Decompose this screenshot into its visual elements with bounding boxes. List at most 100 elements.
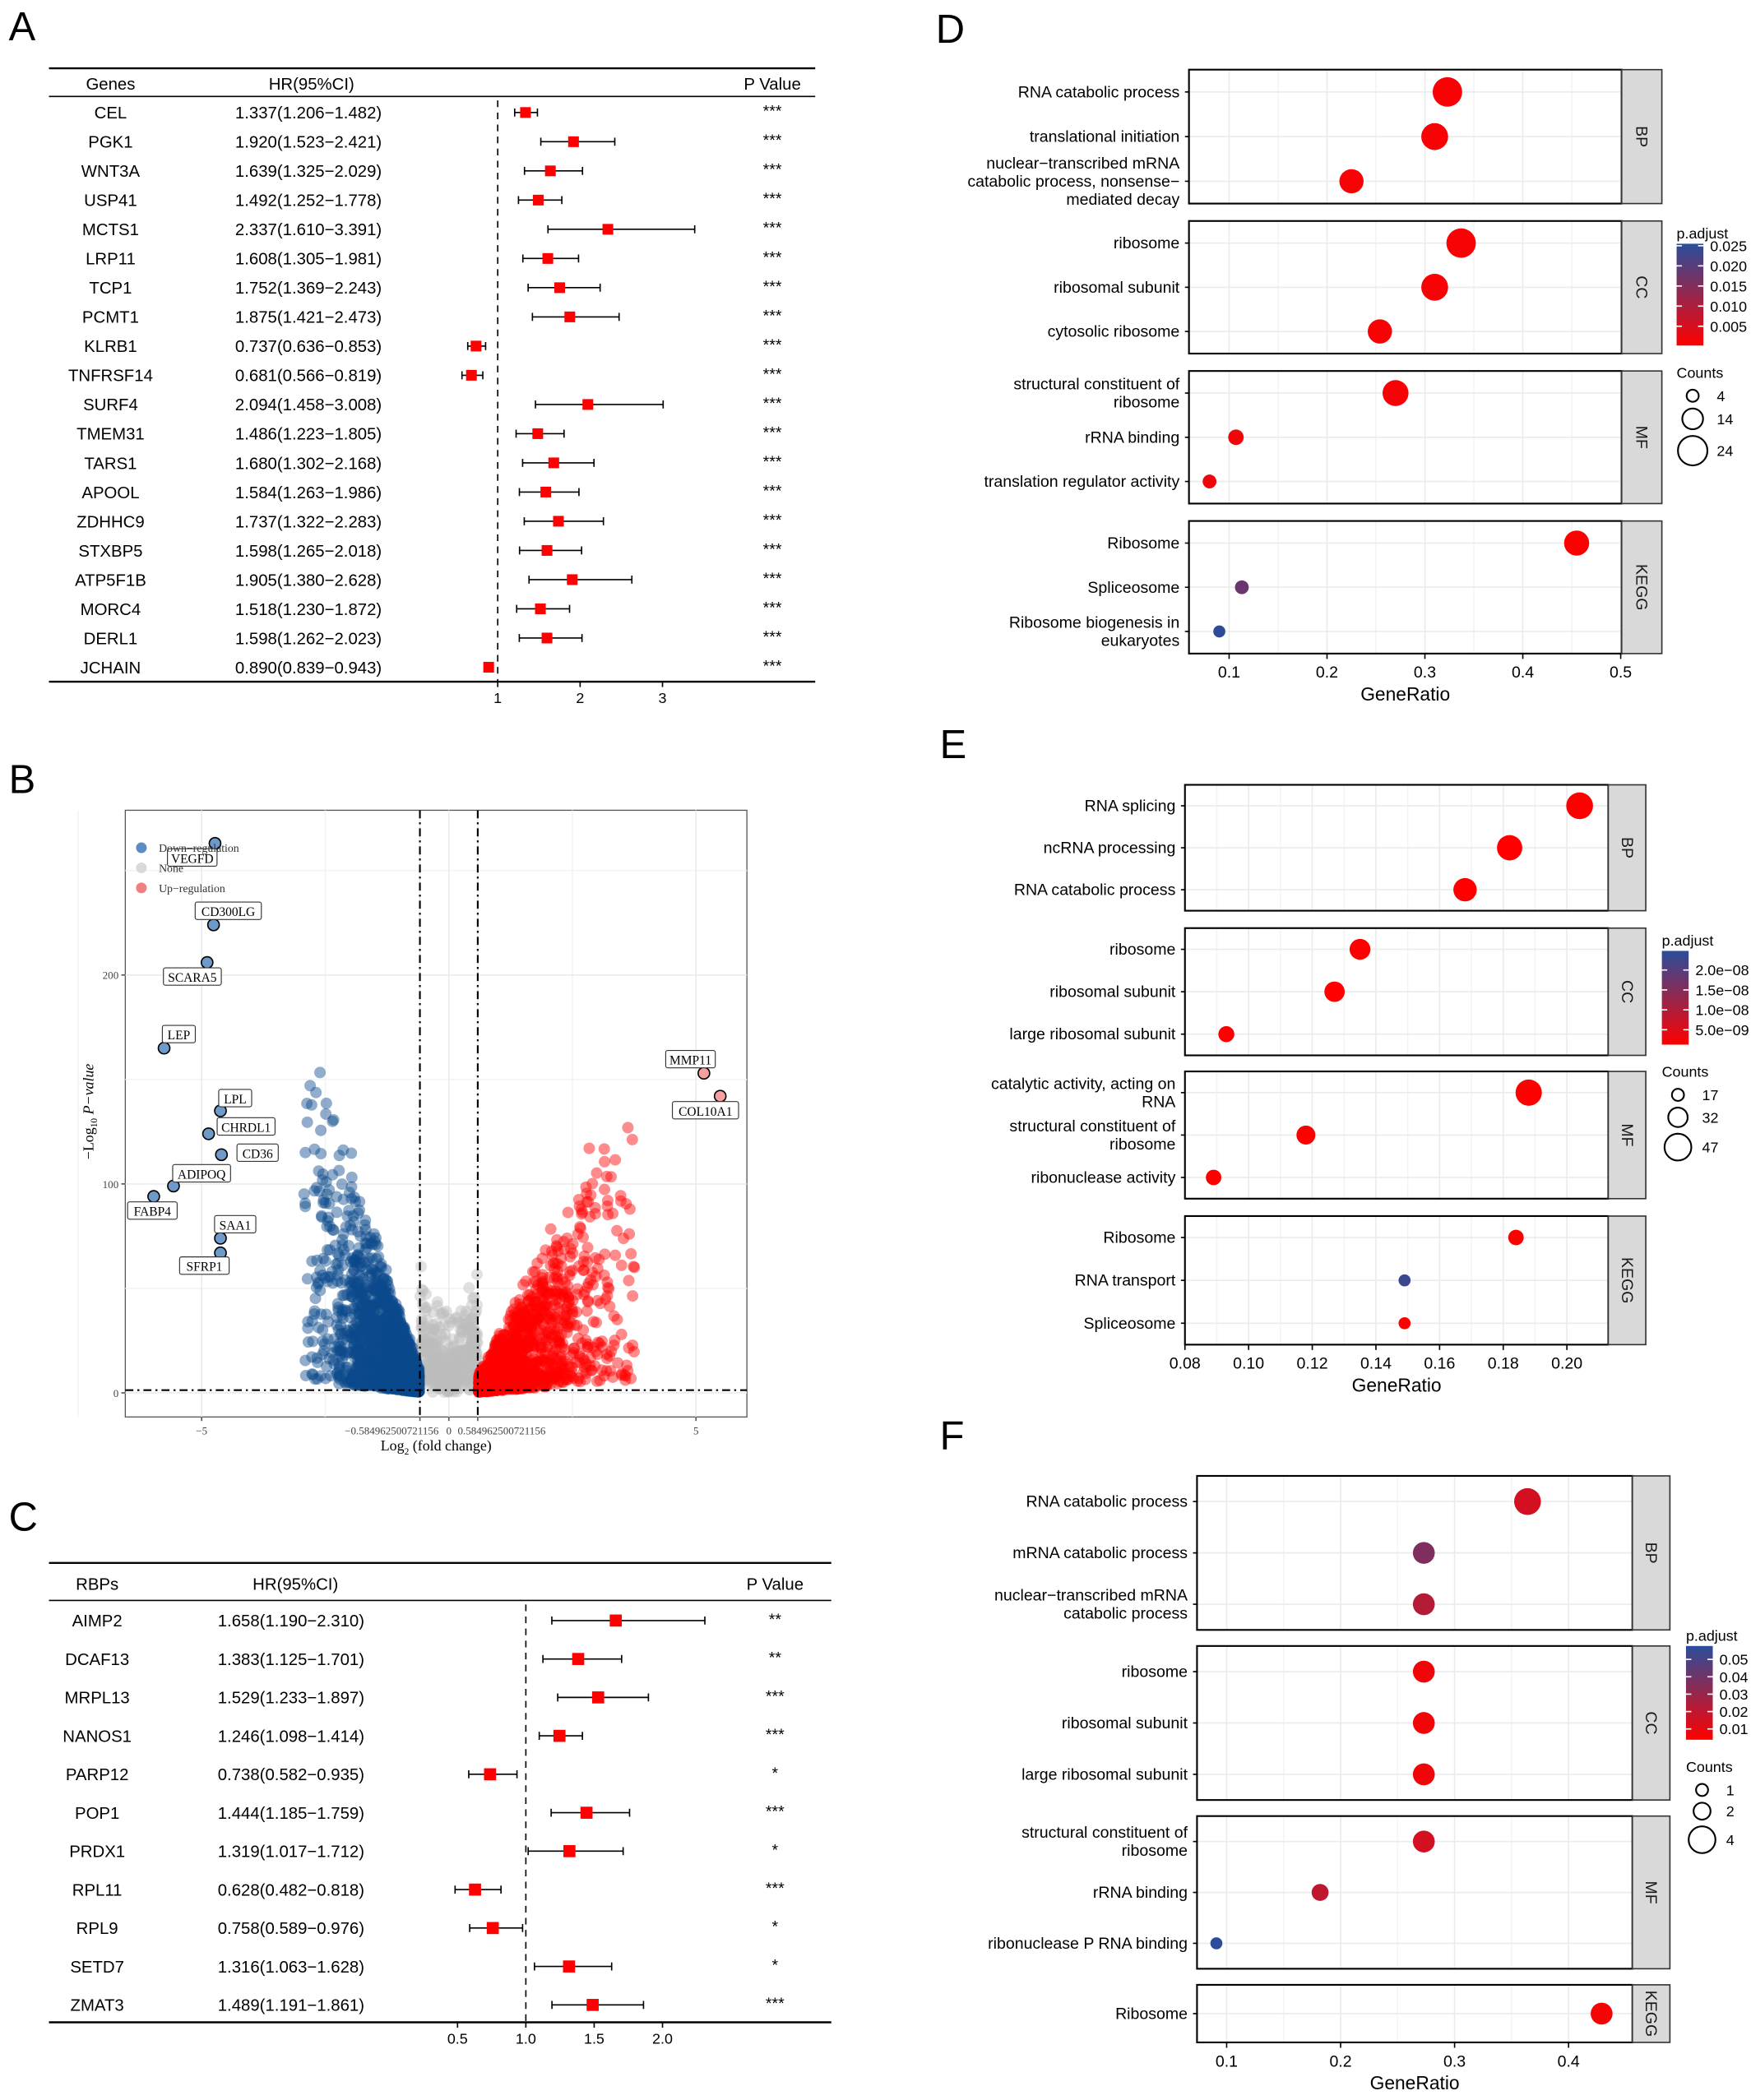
enrichment-dot	[1202, 474, 1217, 488]
volcano-point	[572, 1283, 584, 1295]
volcano-point	[462, 1357, 475, 1369]
gene-label: LPL	[224, 1093, 247, 1107]
volcano-point	[407, 1384, 419, 1396]
volcano-point	[611, 1313, 623, 1325]
column-header-name: Genes	[86, 76, 135, 94]
volcano-point	[440, 1379, 452, 1391]
hr-ci-text: 1.529(1.233−1.897)	[218, 1690, 364, 1708]
volcano-point	[431, 1374, 443, 1386]
volcano-point	[438, 1319, 450, 1331]
hr-ci-text: 1.875(1.421−2.473)	[235, 309, 382, 327]
volcano-point	[466, 1371, 478, 1384]
volcano-point	[437, 1366, 449, 1378]
volcano-point	[436, 1364, 448, 1376]
hr-ci-text: 1.584(1.263−1.986)	[235, 484, 382, 502]
volcano-point	[433, 1321, 446, 1334]
volcano-point	[341, 1210, 354, 1223]
volcano-point	[375, 1323, 387, 1335]
term-label: Ribosome	[1107, 534, 1179, 553]
volcano-point	[408, 1358, 420, 1370]
volcano-point	[420, 1346, 433, 1358]
volcano-point	[377, 1366, 389, 1378]
term-label: RNA transport	[1075, 1272, 1176, 1290]
p-value-stars: ***	[763, 220, 782, 238]
volcano-point	[469, 1342, 481, 1354]
enrichment-dot	[1421, 274, 1448, 301]
volcano-point	[443, 1373, 456, 1385]
volcano-point	[423, 1335, 435, 1348]
volcano-point	[309, 1373, 322, 1385]
hr-ci-text: 1.319(1.017−1.712)	[218, 1843, 364, 1862]
volcano-point	[470, 1327, 483, 1339]
volcano-point	[447, 1349, 460, 1362]
volcano-point	[440, 1347, 452, 1359]
volcano-point	[314, 1066, 327, 1079]
volcano-point	[460, 1305, 472, 1317]
gene-name: TCP1	[89, 280, 132, 298]
p-value-stars: ***	[766, 1726, 785, 1744]
p-value-stars: ***	[763, 278, 782, 296]
hr-point	[532, 194, 544, 206]
volcano-point	[457, 1376, 470, 1389]
volcano-point	[442, 1385, 455, 1398]
volcano-point	[353, 1275, 365, 1288]
volcano-point	[516, 1336, 529, 1348]
term-label: translation regulator activity	[984, 473, 1179, 491]
table-row: KLRB1 0.737(0.636−0.853) ***	[84, 336, 782, 356]
volcano-point	[313, 1165, 325, 1177]
term-label: Spliceosome	[1084, 1315, 1176, 1333]
volcano-point	[394, 1317, 406, 1330]
volcano-point	[398, 1359, 410, 1371]
volcano-point	[322, 1215, 334, 1228]
color-legend-label: 0.02	[1720, 1704, 1749, 1720]
volcano-point	[360, 1371, 373, 1383]
volcano-point	[449, 1362, 461, 1374]
volcano-point	[551, 1233, 563, 1246]
hr-point	[532, 428, 544, 439]
volcano-point	[410, 1382, 422, 1395]
volcano-point	[401, 1385, 413, 1397]
table-row: SURF4 2.094(1.458−3.008) ***	[83, 395, 782, 414]
volcano-point	[465, 1342, 477, 1354]
volcano-point	[415, 1313, 428, 1325]
volcano-point	[453, 1353, 466, 1366]
gene-label: ADIPOQ	[178, 1168, 225, 1182]
x-axis-title: GeneRatio	[1352, 1374, 1442, 1395]
volcano-point	[438, 1368, 450, 1381]
volcano-point	[419, 1302, 431, 1314]
volcano-point	[442, 1320, 455, 1332]
volcano-point	[394, 1373, 406, 1385]
volcano-point	[462, 1342, 475, 1354]
hr-ci-text: 1.492(1.252−1.778)	[235, 192, 382, 210]
x-axis-title-text: Log	[381, 1437, 405, 1454]
volcano-point	[404, 1355, 416, 1367]
volcano-point	[451, 1385, 463, 1398]
volcano-point	[423, 1363, 435, 1376]
volcano-point	[396, 1338, 409, 1350]
size-legend-circle	[1695, 1783, 1709, 1797]
volcano-point	[449, 1312, 461, 1325]
hr-ci-text: 0.737(0.636−0.853)	[235, 338, 382, 356]
color-legend-label: 5.0e−09	[1695, 1022, 1749, 1038]
volcano-point	[424, 1372, 436, 1385]
color-legend-label: 0.05	[1720, 1652, 1749, 1668]
gene-name: DERL1	[84, 630, 138, 648]
volcano-point	[428, 1339, 441, 1351]
volcano-point	[375, 1366, 387, 1378]
volcano-point	[418, 1364, 430, 1376]
volcano-point	[394, 1321, 406, 1333]
volcano-point	[468, 1360, 480, 1372]
volcano-point	[465, 1367, 477, 1380]
term-label: mediated decay	[1066, 191, 1179, 209]
term-label: cytosolic ribosome	[1048, 323, 1180, 341]
volcano-point	[599, 1183, 611, 1196]
volcano-point	[312, 1278, 324, 1290]
hr-ci-text: 1.598(1.262−2.023)	[235, 630, 382, 648]
volcano-point	[466, 1313, 478, 1325]
volcano-point	[462, 1360, 475, 1372]
gene-name: SURF4	[83, 396, 138, 414]
volcano-point	[576, 1208, 588, 1220]
volcano-point	[498, 1354, 511, 1367]
volcano-point	[433, 1358, 445, 1371]
